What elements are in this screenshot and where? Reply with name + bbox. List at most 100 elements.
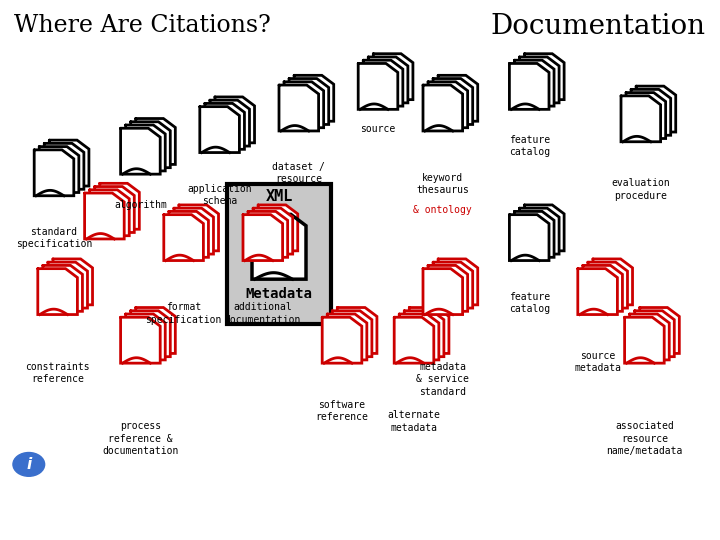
Polygon shape <box>583 265 623 311</box>
Polygon shape <box>168 211 209 257</box>
Polygon shape <box>327 314 366 360</box>
Polygon shape <box>289 78 328 124</box>
Polygon shape <box>625 317 665 363</box>
Polygon shape <box>626 93 666 138</box>
Polygon shape <box>423 268 463 314</box>
Polygon shape <box>524 205 564 251</box>
Text: software
reference: software reference <box>315 400 369 422</box>
Polygon shape <box>126 314 166 360</box>
Text: i: i <box>26 457 32 472</box>
Polygon shape <box>99 184 140 229</box>
Polygon shape <box>50 140 89 186</box>
Polygon shape <box>135 307 176 353</box>
Polygon shape <box>85 193 124 239</box>
Polygon shape <box>399 314 439 360</box>
Polygon shape <box>248 211 288 257</box>
Polygon shape <box>510 214 549 260</box>
Polygon shape <box>253 208 292 254</box>
Polygon shape <box>588 262 628 308</box>
Text: evaluation
procedure: evaluation procedure <box>611 178 670 200</box>
Polygon shape <box>631 89 671 135</box>
Polygon shape <box>243 214 282 260</box>
Polygon shape <box>423 85 463 131</box>
Polygon shape <box>35 150 74 195</box>
Polygon shape <box>40 146 79 192</box>
Polygon shape <box>323 317 361 363</box>
Text: Where Are Citations?: Where Are Citations? <box>14 14 271 37</box>
Polygon shape <box>636 86 676 132</box>
Text: standard
specification: standard specification <box>16 227 92 249</box>
Bar <box>227 184 331 324</box>
Text: metadata
& service
standard: metadata & service standard <box>416 362 469 396</box>
Polygon shape <box>635 310 675 356</box>
Polygon shape <box>373 54 413 99</box>
Text: source
metadata: source metadata <box>574 351 621 373</box>
Polygon shape <box>284 82 324 127</box>
Polygon shape <box>279 85 318 131</box>
Polygon shape <box>520 208 559 254</box>
Text: format
specification: format specification <box>145 302 222 325</box>
Text: additional
documentation: additional documentation <box>225 302 301 325</box>
Text: & ontology: & ontology <box>413 205 472 215</box>
Polygon shape <box>433 78 473 124</box>
Circle shape <box>13 453 45 476</box>
Text: process
reference &
documentation: process reference & documentation <box>102 421 179 456</box>
Polygon shape <box>395 317 433 363</box>
Polygon shape <box>179 205 219 251</box>
Text: Metadata: Metadata <box>246 287 312 301</box>
Polygon shape <box>89 190 130 235</box>
Polygon shape <box>428 265 468 311</box>
Polygon shape <box>174 208 214 254</box>
Polygon shape <box>204 104 244 149</box>
Polygon shape <box>95 186 134 232</box>
Polygon shape <box>258 205 298 251</box>
Polygon shape <box>405 310 444 356</box>
Polygon shape <box>131 310 171 356</box>
Text: Documentation: Documentation <box>490 14 706 40</box>
Polygon shape <box>510 64 549 109</box>
Polygon shape <box>294 75 333 121</box>
Polygon shape <box>135 119 176 164</box>
Polygon shape <box>337 307 377 353</box>
Polygon shape <box>428 82 468 127</box>
Polygon shape <box>126 125 166 171</box>
Polygon shape <box>640 307 680 353</box>
Polygon shape <box>215 97 255 143</box>
Text: application
schema: application schema <box>187 184 252 206</box>
Text: constraints
reference: constraints reference <box>25 362 90 384</box>
Text: associated
resource
name/metadata: associated resource name/metadata <box>606 421 683 456</box>
Polygon shape <box>332 310 372 356</box>
Polygon shape <box>359 64 397 109</box>
Text: source: source <box>361 124 395 134</box>
Text: algorithm: algorithm <box>114 200 167 210</box>
Polygon shape <box>199 106 239 152</box>
Text: XML: XML <box>265 188 293 204</box>
Polygon shape <box>515 211 554 257</box>
Polygon shape <box>38 268 78 314</box>
Polygon shape <box>210 100 249 146</box>
Polygon shape <box>368 57 408 103</box>
Polygon shape <box>48 262 88 308</box>
Polygon shape <box>45 143 84 189</box>
Polygon shape <box>252 214 306 279</box>
Polygon shape <box>524 54 564 99</box>
Polygon shape <box>515 60 554 106</box>
Polygon shape <box>438 75 478 121</box>
Polygon shape <box>593 259 633 305</box>
Text: keyword
thesaurus: keyword thesaurus <box>416 173 469 195</box>
Text: feature
catalog: feature catalog <box>508 292 550 314</box>
Polygon shape <box>164 214 204 260</box>
Polygon shape <box>53 259 92 305</box>
Polygon shape <box>43 265 82 311</box>
Polygon shape <box>520 57 559 103</box>
Text: alternate
metadata: alternate metadata <box>387 410 441 433</box>
Polygon shape <box>121 317 160 363</box>
Text: dataset /
resource: dataset / resource <box>272 162 325 184</box>
Polygon shape <box>621 96 661 141</box>
Polygon shape <box>629 314 670 360</box>
Polygon shape <box>438 259 478 305</box>
Polygon shape <box>131 122 171 167</box>
Polygon shape <box>121 128 160 174</box>
Polygon shape <box>409 307 449 353</box>
Polygon shape <box>363 60 403 106</box>
